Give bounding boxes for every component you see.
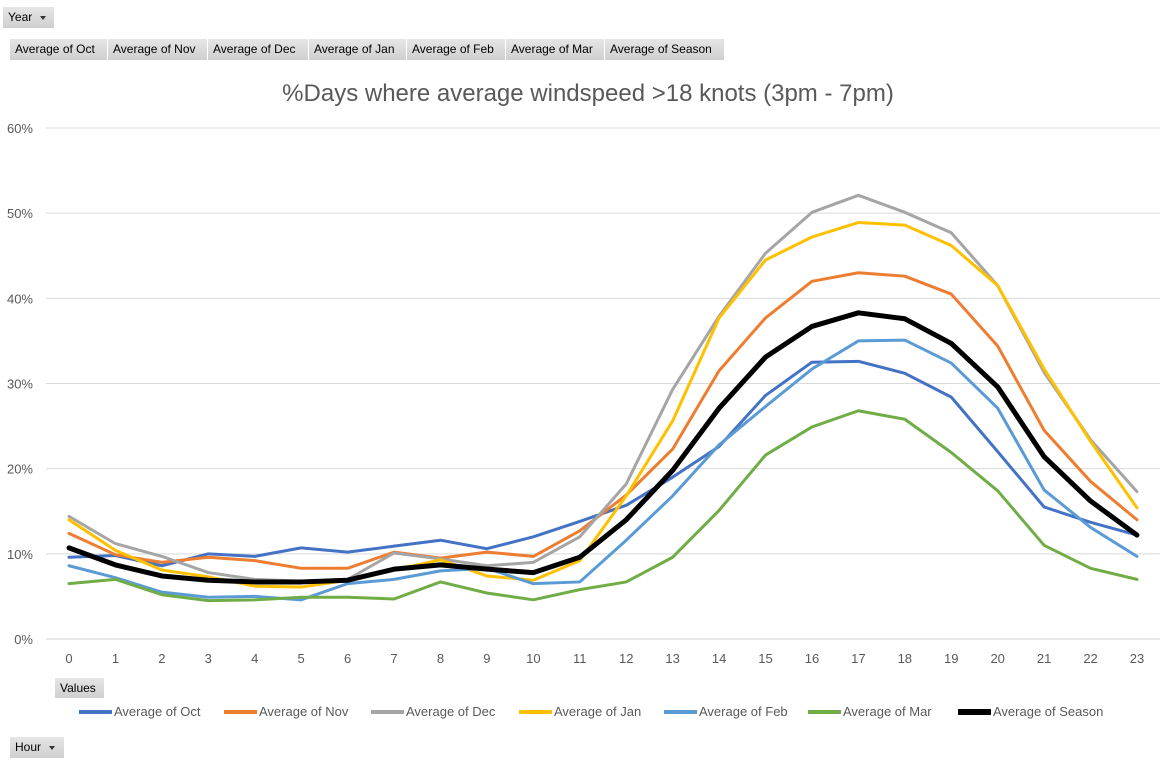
series-line-average-of-season xyxy=(66,310,1140,585)
y-tick-label: 60% xyxy=(7,121,33,136)
x-tick-label: 20 xyxy=(990,651,1004,666)
y-tick-label: 30% xyxy=(7,377,33,392)
value-field-button[interactable]: Average of Mar xyxy=(506,39,605,60)
x-tick-label: 15 xyxy=(758,651,772,666)
legend-label: Average of Mar xyxy=(843,704,932,719)
value-field-button[interactable]: Average of Jan xyxy=(309,39,407,60)
x-tick-label: 21 xyxy=(1037,651,1051,666)
x-tick-label: 7 xyxy=(390,651,397,666)
legend-label: Average of Nov xyxy=(259,704,349,719)
x-tick-label: 2 xyxy=(158,651,165,666)
x-tick-label: 12 xyxy=(619,651,633,666)
series-line-average-of-oct xyxy=(67,359,1139,568)
year-filter-label: Year xyxy=(8,10,33,24)
series-line-average-of-jan xyxy=(67,221,1139,589)
x-tick-label: 6 xyxy=(344,651,351,666)
value-field-button[interactable]: Average of Season xyxy=(605,39,725,60)
dropdown-arrow-icon xyxy=(49,745,56,750)
x-tick-label: 3 xyxy=(205,651,212,666)
y-tick-label: 10% xyxy=(7,547,33,562)
x-tick-label: 0 xyxy=(65,651,72,666)
legend-swatch xyxy=(79,709,112,714)
x-tick-label: 16 xyxy=(805,651,819,666)
year-filter-button[interactable]: Year xyxy=(3,7,55,28)
legend-label: Average of Dec xyxy=(406,704,496,719)
x-tick-label: 1 xyxy=(112,651,119,666)
legend-swatch xyxy=(958,708,991,715)
legend-swatch xyxy=(664,709,697,714)
hour-filter-button[interactable]: Hour xyxy=(10,737,65,758)
legend-item: Average of Mar xyxy=(808,704,932,719)
x-tick-label: 4 xyxy=(251,651,258,666)
x-tick-label: 22 xyxy=(1083,651,1097,666)
legend-item: Average of Jan xyxy=(519,704,641,719)
x-tick-label: 18 xyxy=(898,651,912,666)
value-field-button[interactable]: Average of Nov xyxy=(108,39,208,60)
series-line-average-of-dec xyxy=(67,193,1139,583)
x-tick-label: 23 xyxy=(1130,651,1144,666)
series-line-average-of-mar xyxy=(67,409,1139,603)
x-tick-label: 13 xyxy=(665,651,679,666)
y-tick-label: 50% xyxy=(7,206,33,221)
x-tick-label: 14 xyxy=(712,651,726,666)
value-field-button[interactable]: Average of Dec xyxy=(208,39,309,60)
series-line-average-of-nov xyxy=(67,271,1139,570)
legend-swatch xyxy=(519,709,552,714)
x-tick-label: 11 xyxy=(573,651,587,666)
legend-swatch xyxy=(808,709,841,714)
legend-item: Average of Season xyxy=(958,704,1103,719)
legend-label: Average of Jan xyxy=(554,704,642,719)
legend-swatch xyxy=(224,709,257,714)
x-tick-label: 17 xyxy=(851,651,865,666)
legend-swatch xyxy=(371,709,404,714)
x-tick-label: 5 xyxy=(298,651,305,666)
values-field-button[interactable]: Values xyxy=(55,678,105,698)
y-tick-label: 40% xyxy=(7,291,33,306)
series-line-average-of-feb xyxy=(67,338,1139,602)
chart-title: %Days where average windspeed >18 knots … xyxy=(282,80,894,107)
legend-item: Average of Feb xyxy=(664,704,788,719)
x-tick-label: 9 xyxy=(483,651,490,666)
legend-item: Average of Oct xyxy=(79,704,200,719)
legend-label: Average of Feb xyxy=(699,704,788,719)
legend-item: Average of Nov xyxy=(224,704,348,719)
value-field-button[interactable]: Average of Feb xyxy=(407,39,506,60)
x-tick-label: 10 xyxy=(526,651,540,666)
dropdown-arrow-icon xyxy=(40,15,47,20)
hour-filter-label: Hour xyxy=(15,740,42,754)
legend-label: Average of Season xyxy=(993,704,1104,719)
legend-label: Average of Oct xyxy=(114,704,201,719)
x-tick-label: 8 xyxy=(437,651,444,666)
legend-item: Average of Dec xyxy=(371,704,495,719)
value-field-button[interactable]: Average of Oct xyxy=(10,39,108,60)
y-tick-label: 0% xyxy=(14,632,33,647)
y-tick-label: 20% xyxy=(7,462,33,477)
x-tick-label: 19 xyxy=(944,651,958,666)
